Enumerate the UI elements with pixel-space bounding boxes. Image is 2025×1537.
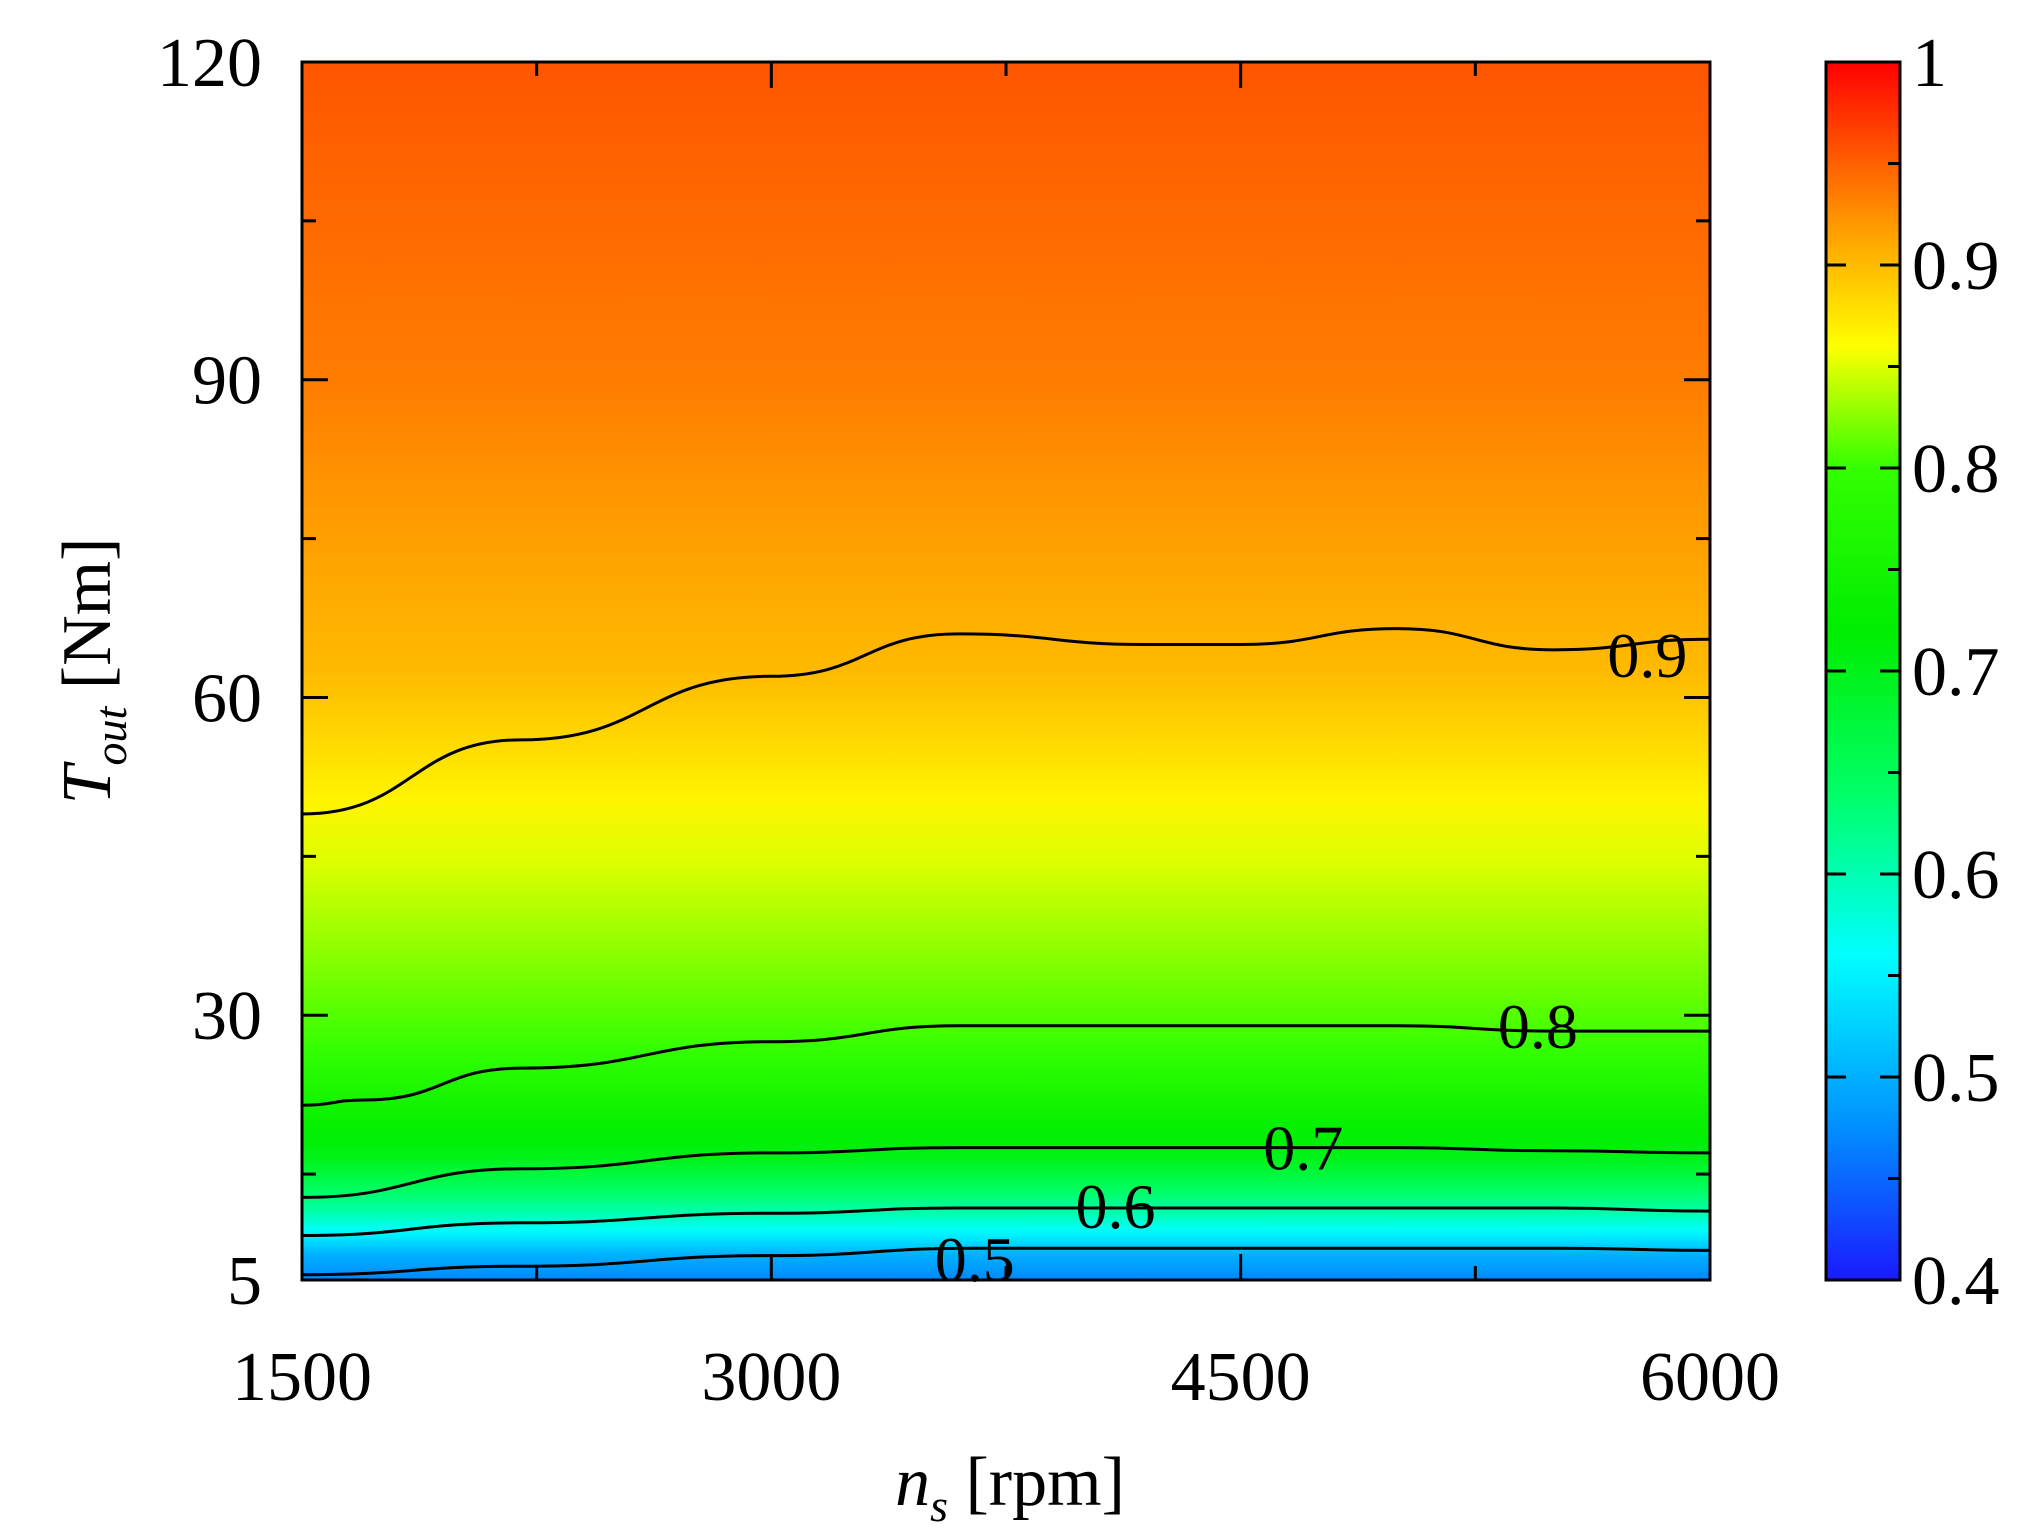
y-tick-label: 120 <box>157 25 262 102</box>
colorbar-tick-label: 0.4 <box>1912 1243 2000 1320</box>
plot-frame <box>300 60 1712 1282</box>
colorbar-tick-label: 0.8 <box>1912 431 2000 508</box>
y-tick-labels: 5 30 60 90 120 <box>157 25 262 1320</box>
contour-label-0.5: 0.5 <box>935 1224 1015 1295</box>
y-axis-title: Tout [Nm] <box>49 538 136 805</box>
y-tick-label: 5 <box>227 1243 262 1320</box>
y-tick-label: 60 <box>192 660 262 737</box>
contour-line-0.6 <box>302 1206 1710 1238</box>
colorbar-tick-label: 0.9 <box>1912 228 2000 305</box>
contour-line-0.5 <box>302 1246 1710 1277</box>
contour-label-0.9: 0.9 <box>1607 620 1687 691</box>
x-tick-label: 1500 <box>232 1339 372 1416</box>
colorbar-tick-label: 1 <box>1912 25 1947 102</box>
contour-labels: 0.5 0.6 0.7 0.8 0.9 <box>935 620 1688 1295</box>
colorbar: 0.4 0.5 0.6 0.7 0.8 0.9 1 <box>1824 25 2000 1320</box>
colorbar-tick-labels: 0.4 0.5 0.6 0.7 0.8 0.9 1 <box>1912 25 2000 1320</box>
x-tick-labels: 1500 3000 4500 6000 <box>232 1339 1780 1416</box>
contour-line-0.8 <box>302 1024 1710 1107</box>
contour-line-0.9 <box>302 627 1710 816</box>
y-tick-label: 30 <box>192 978 262 1055</box>
heatmap-field <box>302 62 1710 1280</box>
contour-label-0.7: 0.7 <box>1263 1113 1343 1184</box>
x-tick-label: 6000 <box>1640 1339 1780 1416</box>
contour-lines <box>302 627 1710 1277</box>
colorbar-tick-label: 0.6 <box>1912 837 2000 914</box>
contour-label-0.6: 0.6 <box>1076 1171 1156 1242</box>
y-tick-label: 90 <box>192 343 262 420</box>
x-tick-label: 3000 <box>701 1339 841 1416</box>
contour-label-0.8: 0.8 <box>1498 991 1578 1062</box>
colorbar-frame <box>1824 60 1902 1282</box>
colorbar-tick-label: 0.7 <box>1912 634 2000 711</box>
plot-area: 0.5 0.6 0.7 0.8 0.9 <box>300 60 1712 1295</box>
contour-line-0.7 <box>302 1146 1710 1199</box>
x-tick-label: 4500 <box>1171 1339 1311 1416</box>
colorbar-tick-label: 0.5 <box>1912 1040 2000 1117</box>
x-axis-title: ns [rpm] <box>895 1444 1125 1531</box>
